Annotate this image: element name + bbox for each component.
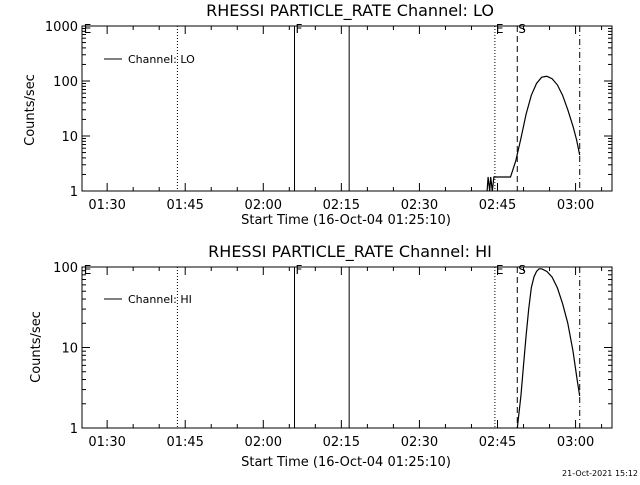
timestamp: 21-Oct-2021 15:12 bbox=[562, 469, 638, 478]
marker-label: F bbox=[296, 263, 303, 277]
y-tick-label: 100 bbox=[53, 261, 78, 276]
y-tick-label: 10 bbox=[61, 130, 78, 145]
legend-label: Channel: HI bbox=[128, 293, 192, 306]
chart-title: RHESSI PARTICLE_RATE Channel: HI bbox=[208, 242, 492, 262]
series-line bbox=[486, 75, 581, 192]
x-tick-label: 02:45 bbox=[479, 435, 516, 450]
marker-label: E bbox=[84, 263, 92, 277]
x-tick-label: 03:00 bbox=[557, 435, 594, 450]
y-axis-label: Counts/sec bbox=[23, 74, 38, 146]
y-axis-label: Counts/sec bbox=[29, 311, 44, 383]
marker-label: F bbox=[296, 22, 303, 36]
x-tick-label: 02:15 bbox=[323, 435, 360, 450]
panel-lo: RHESSI PARTICLE_RATE Channel: LO Counts/… bbox=[23, 1, 613, 228]
y-tick-label: 100 bbox=[53, 75, 78, 90]
x-tick-label: 01:45 bbox=[166, 198, 203, 213]
y-tick-label: 1 bbox=[70, 185, 78, 200]
marker-label: E bbox=[496, 22, 504, 36]
y-tick-label: 1 bbox=[70, 422, 78, 437]
y-tick-label: 1000 bbox=[45, 20, 78, 35]
x-tick-label: 03:00 bbox=[557, 198, 594, 213]
marker-label: S bbox=[518, 22, 526, 36]
x-tick-label: 02:45 bbox=[479, 198, 516, 213]
x-tick-label: 01:45 bbox=[166, 435, 203, 450]
x-tick-label: 02:15 bbox=[323, 198, 360, 213]
marker-label: S bbox=[518, 263, 526, 277]
series-line bbox=[516, 268, 581, 429]
marker-label: E bbox=[84, 22, 92, 36]
legend-label: Channel: LO bbox=[128, 53, 195, 66]
plot-frame bbox=[81, 25, 613, 192]
marker-label: E bbox=[496, 263, 504, 277]
x-tick-label: 01:30 bbox=[88, 435, 125, 450]
x-tick-label: 02:30 bbox=[401, 198, 438, 213]
x-tick-label: 01:30 bbox=[88, 198, 125, 213]
y-tick-label: 10 bbox=[61, 342, 78, 357]
x-axis-label: Start Time (16-Oct-04 01:25:10) bbox=[241, 455, 451, 470]
x-tick-label: 02:00 bbox=[245, 198, 282, 213]
chart-title: RHESSI PARTICLE_RATE Channel: LO bbox=[206, 1, 494, 21]
x-tick-label: 02:30 bbox=[401, 435, 438, 450]
x-axis-label: Start Time (16-Oct-04 01:25:10) bbox=[241, 213, 451, 228]
x-tick-label: 02:00 bbox=[245, 435, 282, 450]
panel-hi: RHESSI PARTICLE_RATE Channel: HI Counts/… bbox=[29, 242, 613, 470]
